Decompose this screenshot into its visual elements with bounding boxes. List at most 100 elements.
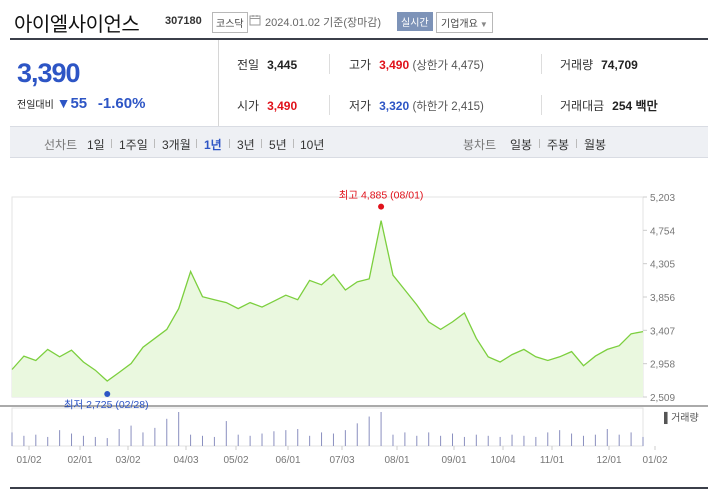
volume-bar: [142, 432, 144, 446]
quote-date: 2024.01.02 기준(장마감): [265, 17, 382, 29]
period-divider: [539, 139, 540, 148]
volume-bar: [118, 429, 120, 446]
panel-divider: [218, 40, 219, 126]
header-divider: [10, 38, 708, 40]
volume-bar: [47, 436, 49, 446]
x-tick-label: 05/02: [223, 455, 248, 466]
min-label: 최저 2,725 (02/28): [64, 399, 149, 411]
period-1y[interactable]: 1년: [204, 138, 222, 152]
x-tick-label: 12/01: [596, 455, 621, 466]
volume-bar: [499, 436, 501, 446]
volume-bar: [475, 434, 477, 446]
volume-bar: [35, 434, 37, 446]
candle-weekly[interactable]: 주봉: [547, 138, 570, 152]
chevron-down-icon: ▼: [479, 20, 488, 29]
volume-bar: [535, 436, 537, 446]
x-tick-label: 01/02: [642, 455, 667, 466]
price-chart[interactable]: 5,203 4,754 4,305 3,856 3,407 2,958 2,509 ▌거래량…: [0, 180, 708, 491]
cell-divider: [541, 54, 542, 74]
max-label: 최고 4,885 (08/01): [339, 190, 424, 202]
cell-divider: [329, 95, 330, 115]
x-tick-label: 03/02: [115, 455, 140, 466]
volume-bar: [71, 433, 73, 446]
min-marker: [104, 390, 111, 397]
cell-divider: [329, 54, 330, 74]
volume-bar: [154, 427, 156, 446]
period-1d[interactable]: 1일: [87, 138, 105, 152]
volume-bar: [594, 434, 596, 446]
x-tick-label: 02/01: [67, 455, 92, 466]
x-tick-label: 06/01: [275, 455, 300, 466]
period-1w[interactable]: 1주일: [119, 138, 148, 152]
y-tick-label: 3,407: [650, 326, 675, 337]
volume-bar: [392, 434, 394, 446]
price-panel: 3,390 전일대비 ▼55 -1.60%: [10, 40, 218, 126]
period-divider: [154, 139, 155, 148]
period-3m[interactable]: 3개월: [162, 138, 191, 152]
stat-value: 3,490: [267, 99, 298, 113]
volume-bar: [297, 429, 299, 446]
upper-limit: (상한가 4,475): [412, 60, 484, 72]
company-overview-dropdown[interactable]: 기업개요 ▼: [436, 12, 493, 33]
volume-bar: [190, 434, 192, 446]
period-3y[interactable]: 3년: [237, 138, 255, 152]
volume-label: ▌거래량: [664, 411, 699, 425]
volume-bar: [428, 432, 430, 446]
stat-value: 3,320: [379, 99, 410, 113]
volume-bar: [452, 433, 454, 446]
volume-bar: [380, 412, 382, 446]
period-10y[interactable]: 10년: [300, 138, 325, 152]
calendar-icon: [249, 15, 261, 26]
stat-label: 거래대금: [560, 99, 605, 113]
change-amount: 55: [70, 95, 88, 112]
candle-daily[interactable]: 일봉: [510, 138, 533, 152]
volume-frame: [11, 407, 644, 447]
volume-bar: [178, 412, 180, 446]
volume-bar: [225, 421, 227, 446]
volume-bar: [630, 432, 632, 446]
volume-bar: [321, 432, 323, 446]
stock-name: 아이엘사이언스: [14, 14, 140, 36]
stat-prev-close: 전일 3,445: [237, 56, 297, 73]
volume-bar: [618, 434, 620, 446]
volume-bar: [106, 438, 108, 446]
y-tick-label: 5,203: [650, 193, 675, 204]
candle-monthly[interactable]: 월봉: [584, 138, 607, 152]
volume-bar: [11, 432, 13, 446]
period-divider: [229, 139, 230, 148]
period-divider: [261, 139, 262, 148]
volume-bar: [237, 434, 239, 446]
period-divider: [293, 139, 294, 148]
period-5y[interactable]: 5년: [269, 138, 287, 152]
volume-bar: [82, 435, 84, 446]
period-toolbar: 선차트 1일 1주일 3개월 1년 3년 5년 10년 봉차트 일봉 주봉 월봉: [10, 126, 708, 158]
live-button[interactable]: 실시간: [397, 12, 433, 31]
volume-bar: [356, 423, 358, 446]
down-triangle-icon: ▼: [56, 95, 71, 111]
y-tick-label: 2,958: [650, 360, 675, 371]
x-tick-label: 01/02: [16, 455, 41, 466]
stat-label: 고가: [349, 58, 372, 72]
period-divider: [111, 139, 112, 148]
change-percent: -1.60%: [97, 95, 146, 112]
max-marker: [378, 203, 385, 210]
volume-bar: [213, 436, 215, 446]
current-price: 3,390: [17, 58, 81, 88]
volume-bar: [309, 435, 311, 446]
company-overview-label: 기업개요: [441, 19, 478, 30]
volume-bar: [511, 434, 513, 446]
period-divider: [196, 139, 197, 148]
stat-low: 저가 3,320 (하한가 2,415): [349, 97, 484, 114]
price-line: [11, 220, 644, 382]
volume-bar: [487, 435, 489, 446]
volume-bar: [571, 433, 573, 446]
period-divider: [576, 139, 577, 148]
volume-bar: [94, 436, 96, 446]
volume-bar: [332, 433, 334, 446]
volume-bar: [344, 430, 346, 446]
volume-bar: [130, 425, 132, 446]
stat-label: 시가: [237, 99, 260, 113]
stat-amount: 거래대금 254 백만: [560, 97, 658, 114]
y-tick-label: 4,754: [650, 226, 675, 237]
y-tick-label: 2,509: [650, 393, 675, 404]
